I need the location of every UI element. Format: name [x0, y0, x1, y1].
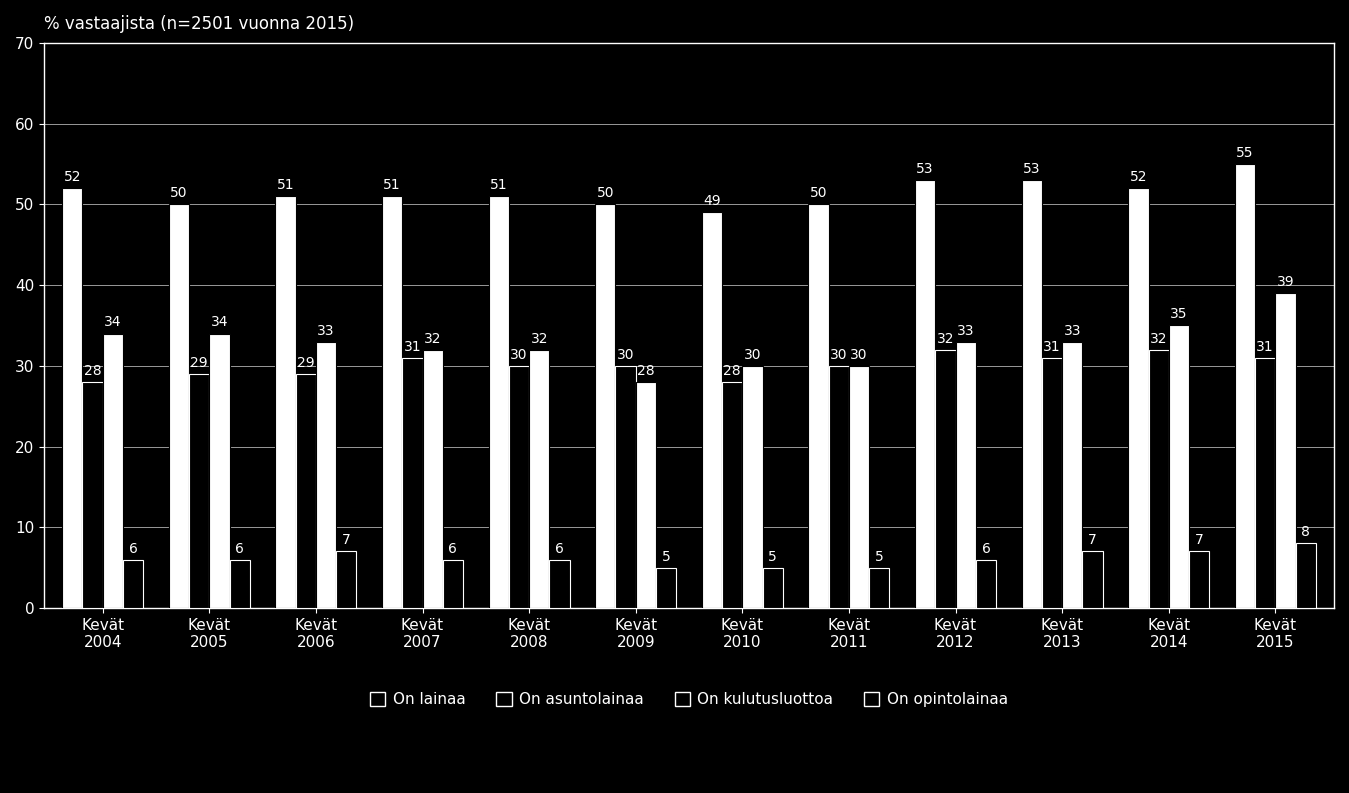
Bar [549, 560, 569, 608]
Bar [1234, 164, 1255, 608]
Text: 52: 52 [63, 170, 81, 184]
Bar [635, 382, 656, 608]
Text: 52: 52 [1129, 170, 1147, 184]
Bar [1021, 180, 1041, 608]
Text: 31: 31 [1043, 339, 1060, 354]
Text: 5: 5 [769, 550, 777, 564]
Bar [1128, 188, 1148, 608]
Text: 7: 7 [1195, 534, 1203, 547]
Bar [935, 350, 955, 608]
Text: 51: 51 [277, 178, 294, 192]
Bar [975, 560, 996, 608]
Bar [1041, 358, 1062, 608]
Text: % vastaajista (n=2501 vuonna 2015): % vastaajista (n=2501 vuonna 2015) [45, 15, 355, 33]
Bar [1295, 543, 1315, 608]
Text: 30: 30 [830, 348, 847, 362]
Bar [869, 568, 889, 608]
Text: 5: 5 [876, 550, 884, 564]
Bar [1255, 358, 1275, 608]
Text: 32: 32 [530, 331, 548, 346]
Text: 49: 49 [703, 194, 720, 209]
Text: 50: 50 [809, 186, 827, 201]
Bar [1062, 342, 1082, 608]
Bar [123, 560, 143, 608]
Text: 29: 29 [297, 356, 314, 370]
Bar [742, 366, 762, 608]
Bar [402, 358, 422, 608]
Text: 28: 28 [723, 364, 741, 378]
Bar [189, 374, 209, 608]
Bar [722, 382, 742, 608]
Text: 34: 34 [104, 316, 121, 329]
Bar [656, 568, 676, 608]
Text: 31: 31 [403, 339, 421, 354]
Text: 32: 32 [936, 331, 954, 346]
Bar [849, 366, 869, 608]
Bar [1148, 350, 1168, 608]
Text: 30: 30 [850, 348, 867, 362]
Text: 5: 5 [662, 550, 670, 564]
Bar [955, 342, 975, 608]
Bar [509, 366, 529, 608]
Text: 55: 55 [1236, 146, 1253, 160]
Text: 53: 53 [916, 162, 934, 176]
Text: 31: 31 [1256, 339, 1273, 354]
Bar [1188, 551, 1209, 608]
Text: 6: 6 [982, 542, 990, 556]
Bar [915, 180, 935, 608]
Bar [808, 205, 828, 608]
Text: 7: 7 [1089, 534, 1097, 547]
Text: 8: 8 [1302, 526, 1310, 539]
Text: 28: 28 [84, 364, 101, 378]
Text: 7: 7 [341, 534, 351, 547]
Text: 33: 33 [1063, 324, 1081, 338]
Text: 30: 30 [510, 348, 527, 362]
Bar [828, 366, 849, 608]
Text: 32: 32 [424, 331, 441, 346]
Text: 33: 33 [317, 324, 335, 338]
Legend: On lainaa, On asuntolainaa, On kulutusluottoa, On opintolainaa: On lainaa, On asuntolainaa, On kulutuslu… [364, 686, 1014, 714]
Bar [336, 551, 356, 608]
Bar [1168, 325, 1188, 608]
Bar [62, 188, 82, 608]
Text: 6: 6 [128, 542, 138, 556]
Bar [442, 560, 463, 608]
Bar [209, 334, 229, 608]
Bar [382, 197, 402, 608]
Bar [103, 334, 123, 608]
Bar [615, 366, 635, 608]
Bar [316, 342, 336, 608]
Text: 30: 30 [616, 348, 634, 362]
Text: 6: 6 [554, 542, 564, 556]
Bar [275, 197, 295, 608]
Text: 35: 35 [1170, 308, 1187, 321]
Text: 50: 50 [170, 186, 188, 201]
Text: 39: 39 [1276, 275, 1294, 289]
Text: 53: 53 [1023, 162, 1040, 176]
Text: 51: 51 [383, 178, 401, 192]
Bar [762, 568, 782, 608]
Text: 30: 30 [743, 348, 761, 362]
Bar [169, 205, 189, 608]
Bar [422, 350, 442, 608]
Bar [295, 374, 316, 608]
Text: 32: 32 [1149, 331, 1167, 346]
Bar [1275, 293, 1295, 608]
Bar [529, 350, 549, 608]
Bar [701, 213, 722, 608]
Text: 28: 28 [637, 364, 654, 378]
Text: 6: 6 [448, 542, 457, 556]
Bar [1082, 551, 1102, 608]
Text: 34: 34 [210, 316, 228, 329]
Text: 33: 33 [956, 324, 974, 338]
Bar [595, 205, 615, 608]
Text: 6: 6 [235, 542, 244, 556]
Bar [488, 197, 509, 608]
Bar [82, 382, 103, 608]
Text: 29: 29 [190, 356, 208, 370]
Bar [229, 560, 250, 608]
Text: 50: 50 [596, 186, 614, 201]
Text: 51: 51 [490, 178, 507, 192]
